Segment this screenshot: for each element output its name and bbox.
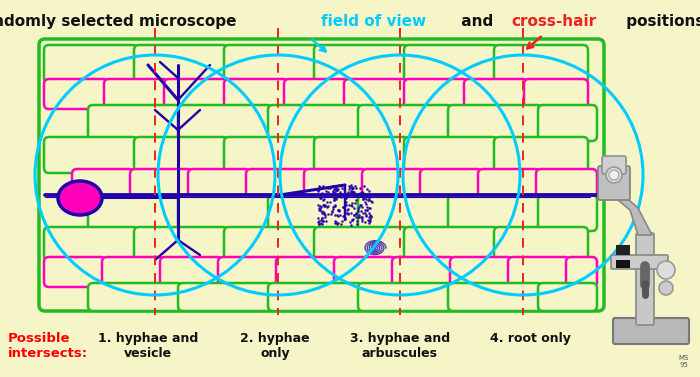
FancyBboxPatch shape [508, 257, 570, 287]
FancyBboxPatch shape [88, 283, 182, 311]
FancyBboxPatch shape [224, 45, 318, 83]
FancyBboxPatch shape [404, 227, 498, 261]
FancyBboxPatch shape [450, 257, 512, 287]
FancyBboxPatch shape [178, 195, 272, 231]
FancyBboxPatch shape [178, 105, 272, 141]
FancyBboxPatch shape [636, 233, 654, 325]
Text: arbuscules: arbuscules [362, 347, 438, 360]
FancyBboxPatch shape [344, 79, 408, 109]
FancyBboxPatch shape [362, 169, 424, 199]
FancyBboxPatch shape [404, 79, 468, 109]
FancyBboxPatch shape [44, 257, 106, 287]
FancyBboxPatch shape [188, 169, 250, 199]
Text: only: only [260, 347, 290, 360]
Circle shape [606, 167, 622, 183]
FancyBboxPatch shape [524, 79, 588, 109]
FancyBboxPatch shape [284, 79, 348, 109]
FancyBboxPatch shape [39, 39, 604, 311]
FancyBboxPatch shape [178, 283, 272, 311]
FancyBboxPatch shape [164, 79, 228, 109]
FancyBboxPatch shape [358, 283, 452, 311]
FancyBboxPatch shape [494, 137, 588, 173]
FancyBboxPatch shape [404, 137, 498, 173]
FancyBboxPatch shape [218, 257, 280, 287]
Ellipse shape [58, 181, 102, 215]
FancyBboxPatch shape [246, 169, 308, 199]
FancyBboxPatch shape [224, 137, 318, 173]
FancyBboxPatch shape [602, 156, 626, 174]
FancyBboxPatch shape [88, 105, 182, 141]
FancyBboxPatch shape [44, 45, 138, 83]
FancyBboxPatch shape [44, 79, 108, 109]
FancyBboxPatch shape [160, 257, 222, 287]
Text: vesicle: vesicle [124, 347, 172, 360]
FancyBboxPatch shape [538, 195, 597, 231]
FancyBboxPatch shape [130, 169, 192, 199]
FancyBboxPatch shape [268, 283, 362, 311]
FancyBboxPatch shape [268, 105, 362, 141]
FancyBboxPatch shape [613, 318, 689, 344]
FancyBboxPatch shape [598, 166, 630, 200]
Text: and: and [456, 14, 499, 29]
FancyBboxPatch shape [334, 257, 396, 287]
FancyBboxPatch shape [420, 169, 482, 199]
FancyBboxPatch shape [314, 137, 408, 173]
FancyBboxPatch shape [358, 195, 452, 231]
Text: 3. hyphae and: 3. hyphae and [350, 332, 450, 345]
FancyBboxPatch shape [392, 257, 454, 287]
FancyBboxPatch shape [134, 45, 228, 83]
FancyBboxPatch shape [314, 227, 408, 261]
FancyBboxPatch shape [224, 227, 318, 261]
FancyBboxPatch shape [104, 79, 168, 109]
FancyBboxPatch shape [134, 137, 228, 173]
FancyBboxPatch shape [566, 257, 597, 287]
FancyBboxPatch shape [268, 195, 362, 231]
FancyBboxPatch shape [611, 255, 668, 269]
FancyBboxPatch shape [448, 283, 542, 311]
Text: MS
95: MS 95 [679, 355, 690, 368]
FancyBboxPatch shape [44, 227, 138, 261]
Text: field of view: field of view [321, 14, 426, 29]
FancyBboxPatch shape [536, 169, 597, 199]
Circle shape [659, 281, 673, 295]
Text: Possible: Possible [8, 332, 71, 345]
FancyBboxPatch shape [72, 169, 134, 199]
FancyBboxPatch shape [538, 105, 597, 141]
FancyBboxPatch shape [134, 227, 228, 261]
FancyBboxPatch shape [494, 45, 588, 83]
Text: intersects:: intersects: [8, 347, 88, 360]
Text: 1. hyphae and: 1. hyphae and [98, 332, 198, 345]
FancyBboxPatch shape [102, 257, 164, 287]
FancyBboxPatch shape [304, 169, 366, 199]
FancyBboxPatch shape [224, 79, 288, 109]
Circle shape [657, 261, 675, 279]
FancyBboxPatch shape [494, 227, 588, 261]
FancyBboxPatch shape [448, 195, 542, 231]
Text: positions: positions [621, 14, 700, 29]
FancyBboxPatch shape [464, 79, 528, 109]
FancyBboxPatch shape [44, 137, 138, 173]
FancyBboxPatch shape [478, 169, 540, 199]
FancyBboxPatch shape [448, 105, 542, 141]
Text: cross-hair: cross-hair [511, 14, 596, 29]
Text: 4. root only: 4. root only [489, 332, 570, 345]
FancyBboxPatch shape [88, 195, 182, 231]
FancyBboxPatch shape [538, 283, 597, 311]
FancyBboxPatch shape [404, 45, 498, 83]
FancyBboxPatch shape [314, 45, 408, 83]
FancyBboxPatch shape [276, 257, 338, 287]
Bar [616, 245, 630, 255]
FancyBboxPatch shape [358, 105, 452, 141]
Polygon shape [612, 192, 652, 235]
Text: 2. hyphae: 2. hyphae [240, 332, 310, 345]
Bar [616, 260, 630, 268]
Circle shape [609, 170, 619, 180]
Text: Randomly selected microscope: Randomly selected microscope [0, 14, 242, 29]
